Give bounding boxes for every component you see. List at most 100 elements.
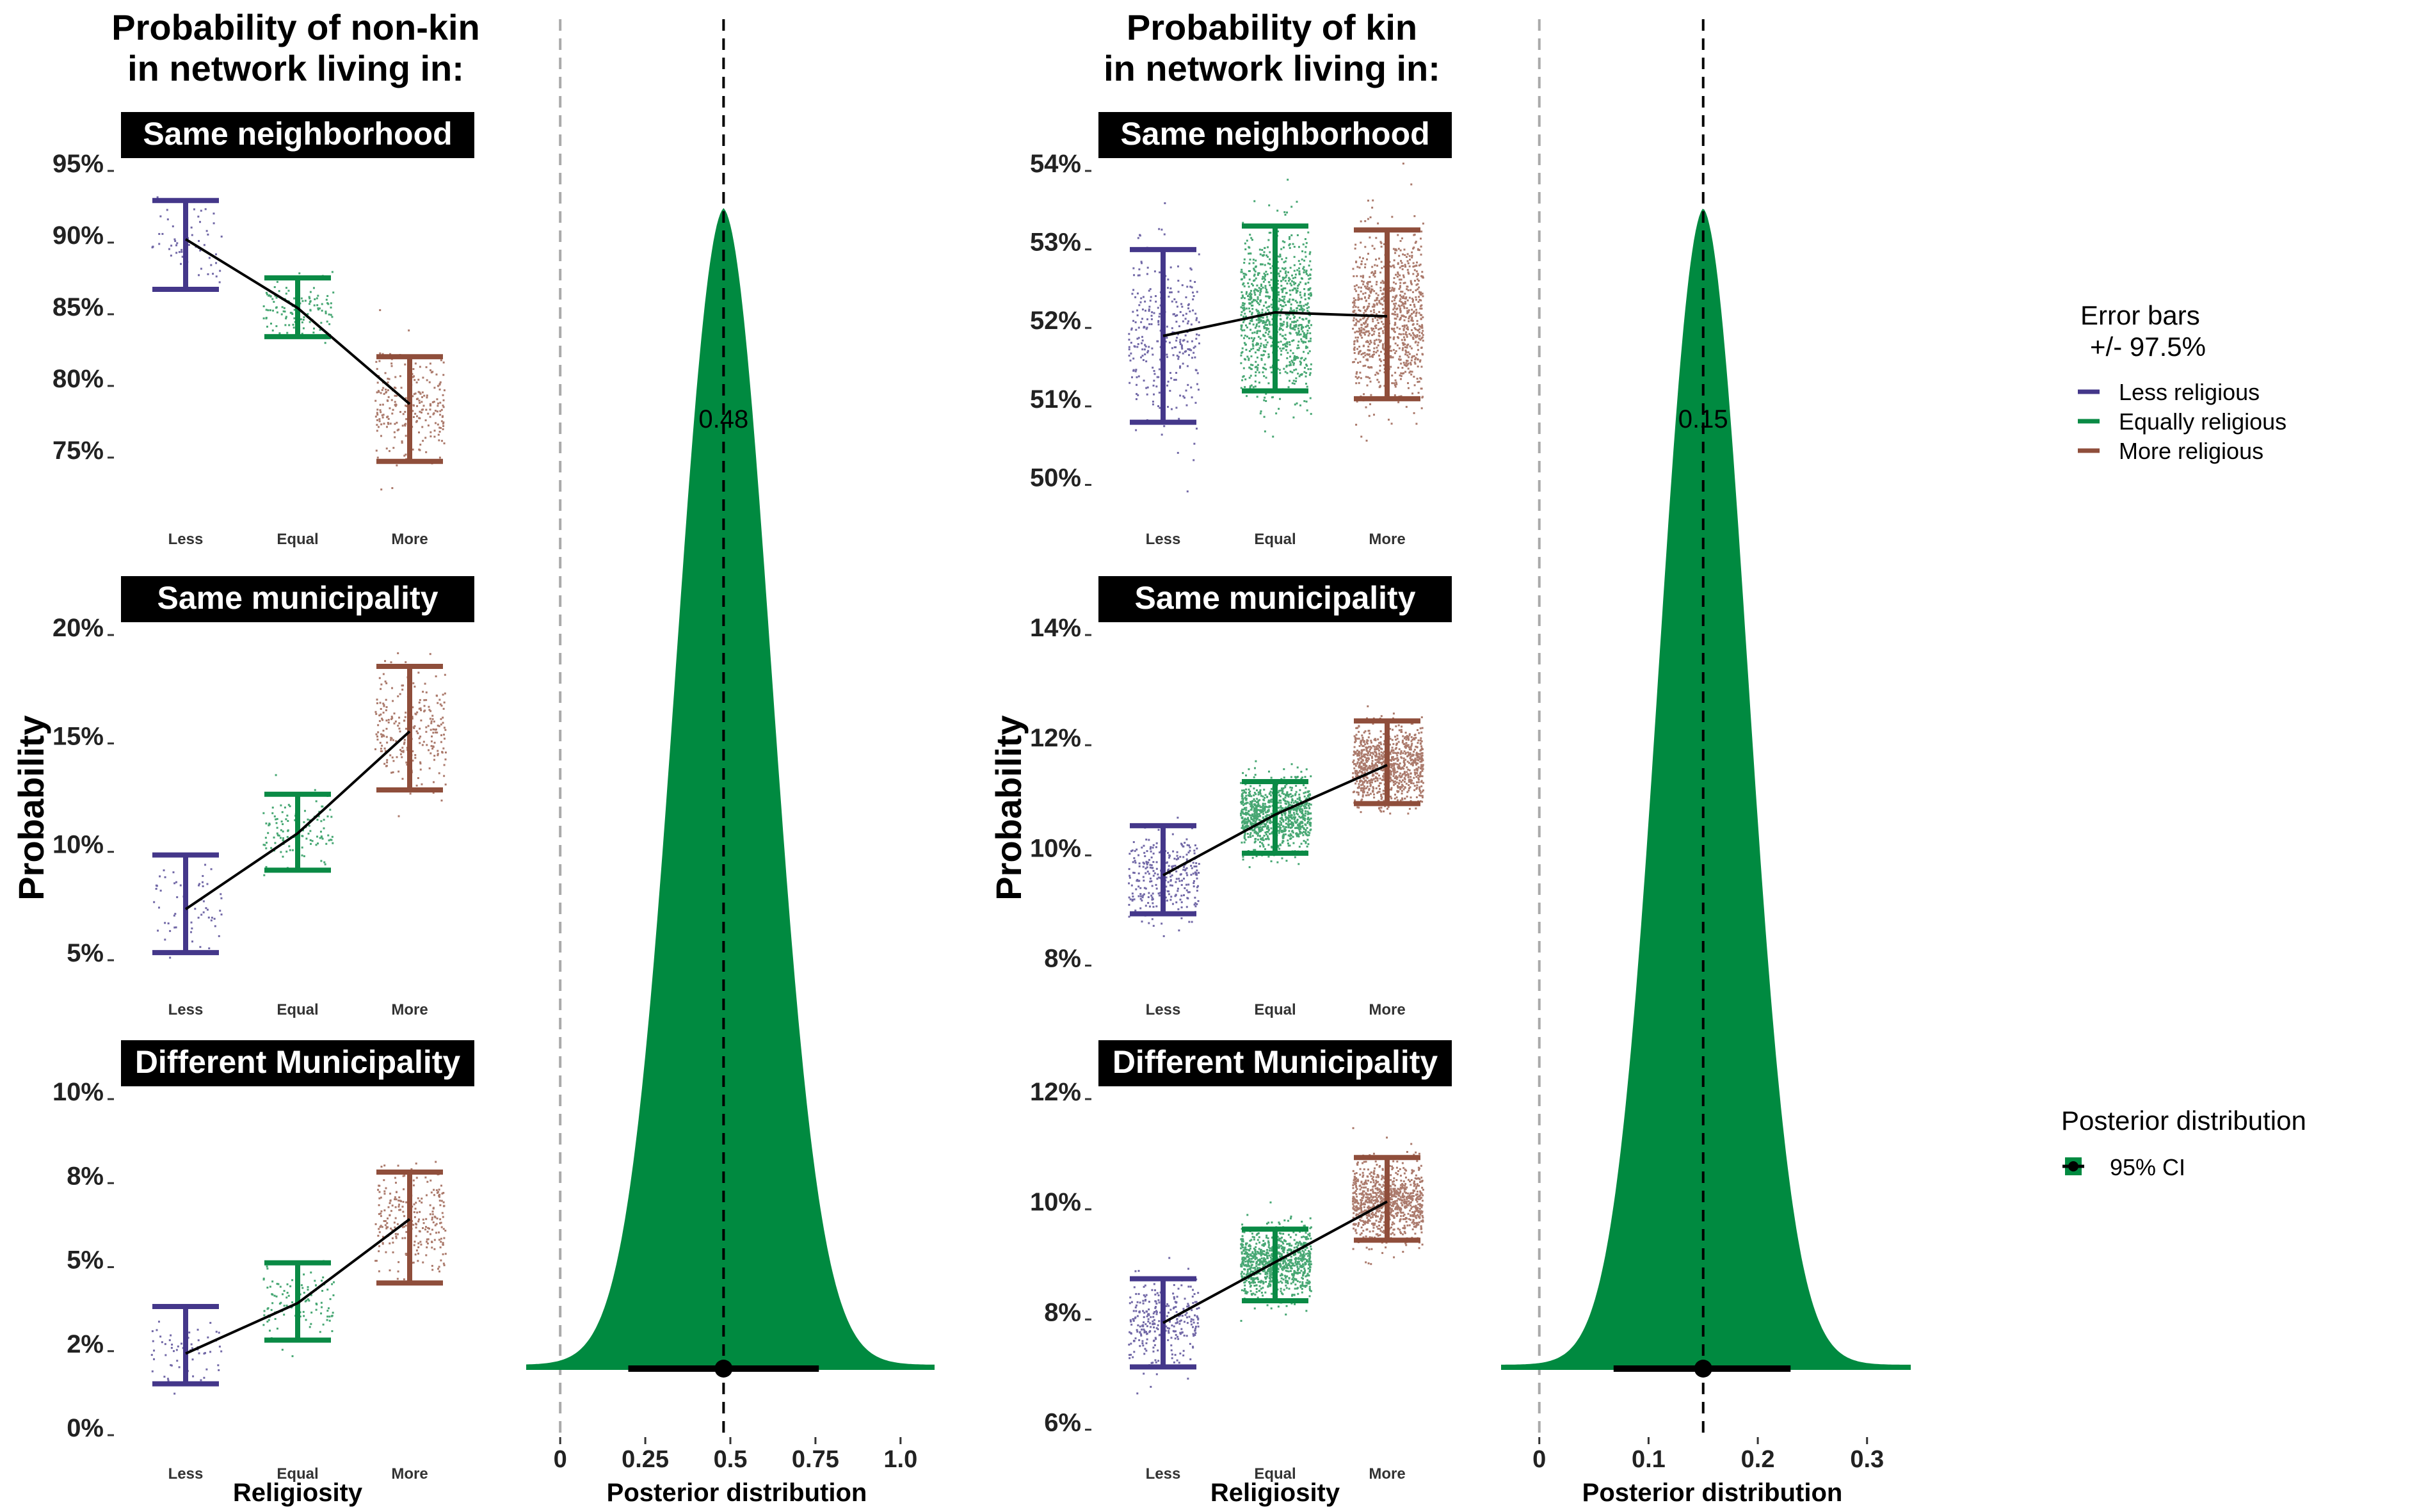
y-tick-label: 50% — [1030, 463, 1081, 492]
titles: Probability of non-kin in network living… — [111, 7, 1440, 88]
posterior-draws-less — [153, 864, 223, 959]
x-tick-label: More — [1369, 531, 1405, 548]
x-tick-label: Equal — [1254, 1001, 1296, 1018]
legend-error-title-line2: +/- 97.5% — [2090, 332, 2206, 362]
x-tick-label: More — [391, 531, 428, 548]
x-tick-label: 1.0 — [883, 1446, 917, 1473]
x-tick-label: More — [391, 1465, 428, 1483]
legend-posterior-title: Posterior distribution — [2061, 1106, 2306, 1136]
kin-title-line2: in network living in: — [1104, 48, 1440, 88]
legend-error-items: Less religious Equally religious More reli… — [2078, 379, 2286, 464]
x-tick-label: 0.25 — [622, 1446, 669, 1473]
legend-item-label: Equally religious — [2119, 408, 2286, 435]
x-tick-label: Less — [1146, 1465, 1181, 1483]
y-tick-label: 2% — [67, 1330, 104, 1358]
y-tick-label: 85% — [52, 293, 104, 321]
error-bar-more — [376, 663, 443, 793]
x-tick-label: Equal — [1254, 531, 1296, 548]
legend-error-title-line1: Error bars — [2080, 300, 2200, 330]
error-bar-less — [1130, 823, 1196, 917]
y-tick-label: 6% — [1044, 1408, 1081, 1436]
mean-line — [1162, 764, 1388, 877]
x-tick-label: More — [1369, 1001, 1405, 1018]
y-tick-label: 8% — [1044, 1298, 1081, 1326]
y-tick-label: 15% — [52, 722, 104, 750]
median-label: 0.48 — [698, 405, 748, 433]
facet-3: Different Municipality 6% 8% 10% 12% Less Equa… — [1030, 1040, 1452, 1483]
facet-2: Same municipality 5% 10% 15% 20% Less Equal Mor… — [52, 576, 474, 1018]
posterior-median-point — [714, 1360, 733, 1378]
x-tick-label: 0 — [1532, 1446, 1546, 1473]
error-bar-more — [376, 354, 443, 464]
y-tick-label: 10% — [52, 1078, 104, 1106]
error-bar-more — [1354, 1155, 1420, 1243]
facet-strip — [1098, 576, 1452, 622]
x-tick-label: Equal — [277, 531, 318, 548]
x-tick-label: 0.2 — [1741, 1446, 1775, 1473]
x-axis-label: Posterior distribution — [607, 1479, 867, 1507]
legend-posterior-item: 95% CI — [2110, 1154, 2185, 1180]
facet-strip-label: Same municipality — [1134, 580, 1415, 616]
x-axis-label: Religiosity — [1210, 1479, 1340, 1507]
facet-2: Same municipality 8% 10% 12% 14% Less Equal Mor… — [1030, 576, 1452, 1018]
facet-strip-label: Different Municipality — [1113, 1044, 1438, 1080]
y-tick-label: 12% — [1030, 724, 1081, 752]
facet-strip — [1098, 1040, 1452, 1086]
posterior-draws-more — [374, 652, 447, 817]
facet-strip-label: Same municipality — [157, 580, 438, 616]
x-tick-label: 0.5 — [714, 1446, 748, 1473]
y-tick-label: 5% — [67, 939, 104, 967]
error-bar-more — [376, 1170, 443, 1286]
y-tick-label: 8% — [1044, 944, 1081, 972]
facet-1: Same neighborhood 50% 51% 52% 53% 54% Less Equa… — [1030, 112, 1452, 548]
x-tick-label: More — [391, 1001, 428, 1018]
y-tick-label: 90% — [52, 221, 104, 250]
error-bar-equal — [264, 1260, 331, 1343]
kin-title-line1: Probability of kin — [1127, 7, 1417, 47]
error-bar-equal — [1242, 223, 1308, 394]
legend-item-label: More religious — [2119, 438, 2263, 464]
x-tick-label: Less — [1146, 531, 1181, 548]
error-bar-more — [1354, 227, 1420, 401]
x-tick-label: Equal — [277, 1001, 318, 1018]
facet-strip — [121, 112, 474, 158]
x-tick-label: Less — [168, 531, 204, 548]
error-bar-less — [152, 852, 219, 956]
median-label: 0.15 — [1678, 405, 1728, 433]
error-bar-equal — [1242, 778, 1308, 856]
mean-line — [184, 237, 411, 405]
error-bar-less — [152, 1304, 219, 1387]
x-tick-label: More — [1369, 1465, 1405, 1483]
x-axis-label: Posterior distribution — [1582, 1479, 1843, 1507]
y-tick-label: 5% — [67, 1246, 104, 1275]
error-bar-less — [152, 198, 219, 293]
y-axis-label: Probability — [11, 715, 51, 900]
x-tick-label: 0 — [554, 1446, 567, 1473]
panel-non-kin-errorbars: Probability Religiosity Same neighborhood 7… — [11, 112, 474, 1507]
y-tick-label: 75% — [52, 437, 104, 465]
y-tick-label: 51% — [1030, 385, 1081, 414]
y-tick-label: 80% — [52, 365, 104, 393]
y-axis-label: Probability — [988, 715, 1029, 900]
y-tick-label: 12% — [1030, 1078, 1081, 1106]
x-tick-label: Less — [168, 1465, 204, 1483]
error-bar-equal — [1242, 1226, 1308, 1304]
y-tick-label: 14% — [1030, 614, 1081, 642]
x-tick-label: Equal — [1254, 1465, 1296, 1483]
y-tick-label: 54% — [1030, 150, 1081, 178]
non-kin-title-line2: in network living in: — [127, 48, 464, 88]
x-tick-label: 0.1 — [1632, 1446, 1666, 1473]
error-bar-more — [1354, 718, 1420, 807]
y-tick-label: 10% — [1030, 1188, 1081, 1216]
x-tick-label: Less — [1146, 1001, 1181, 1018]
x-tick-label: Equal — [277, 1465, 318, 1483]
facet-strip-label: Same neighborhood — [143, 116, 452, 152]
x-tick-label: 0.75 — [792, 1446, 839, 1473]
x-tick-label: Less — [168, 1001, 204, 1018]
legend-item-label: Less religious — [2119, 379, 2260, 405]
x-axis-label: Religiosity — [233, 1479, 363, 1507]
y-tick-label: 10% — [52, 831, 104, 859]
posterior-density — [1501, 209, 1911, 1370]
y-tick-label: 52% — [1030, 307, 1081, 335]
